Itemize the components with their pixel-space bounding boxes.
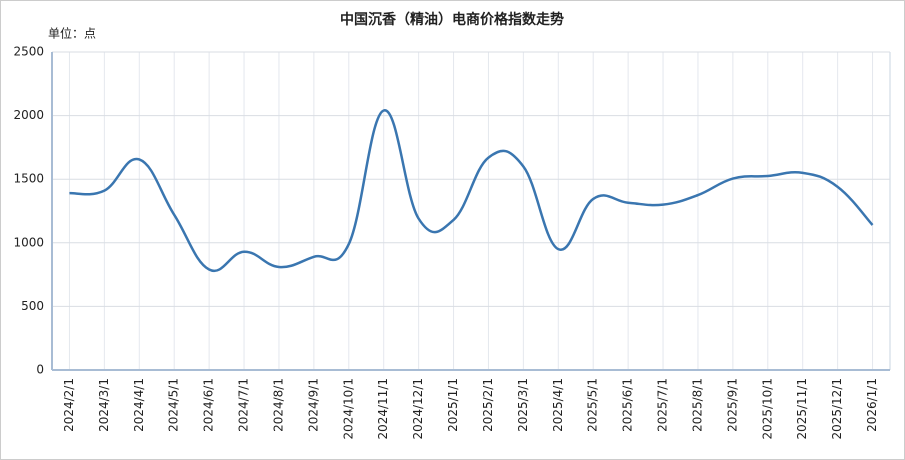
x-tick-label: 2024/8/1 — [271, 378, 285, 432]
x-tick-label: 2024/2/1 — [62, 378, 76, 432]
y-tick-label: 1000 — [13, 235, 44, 249]
x-tick-label: 2025/12/1 — [830, 378, 844, 440]
x-tick-label: 2024/3/1 — [97, 378, 111, 432]
x-tick-label: 2025/9/1 — [725, 378, 739, 432]
x-tick-label: 2025/8/1 — [690, 378, 704, 432]
x-tick-label: 2024/11/1 — [376, 378, 390, 440]
x-tick-label: 2026/1/1 — [865, 378, 879, 432]
x-tick-label: 2024/5/1 — [167, 378, 181, 432]
x-tick-label: 2025/3/1 — [516, 378, 530, 432]
x-tick-label: 2025/6/1 — [621, 378, 635, 432]
y-tick-label: 1500 — [13, 172, 44, 186]
unit-label: 单位：点 — [48, 26, 96, 41]
y-tick-label: 2000 — [13, 108, 44, 122]
x-tick-label: 2024/12/1 — [411, 378, 425, 440]
x-tick-label: 2025/1/1 — [446, 378, 460, 432]
x-tick-label: 2025/7/1 — [656, 378, 670, 432]
x-tick-label: 2025/10/1 — [760, 378, 774, 440]
x-tick-label: 2025/5/1 — [586, 378, 600, 432]
y-tick-label: 500 — [21, 299, 44, 313]
chart-title: 中国沉香（精油）电商价格指数走势 — [340, 11, 564, 28]
x-tick-label: 2024/9/1 — [306, 378, 320, 432]
x-tick-label: 2025/4/1 — [551, 378, 565, 432]
x-tick-label: 2024/6/1 — [202, 378, 216, 432]
x-tick-label: 2024/4/1 — [132, 378, 146, 432]
x-tick-label: 2024/10/1 — [341, 378, 355, 440]
x-tick-label: 2025/2/1 — [481, 378, 495, 432]
y-tick-label: 0 — [36, 363, 44, 377]
data-line — [69, 109, 874, 273]
x-tick-label: 2024/7/1 — [237, 378, 251, 432]
x-tick-label: 2025/11/1 — [795, 378, 809, 440]
y-tick-label: 2500 — [13, 45, 44, 59]
